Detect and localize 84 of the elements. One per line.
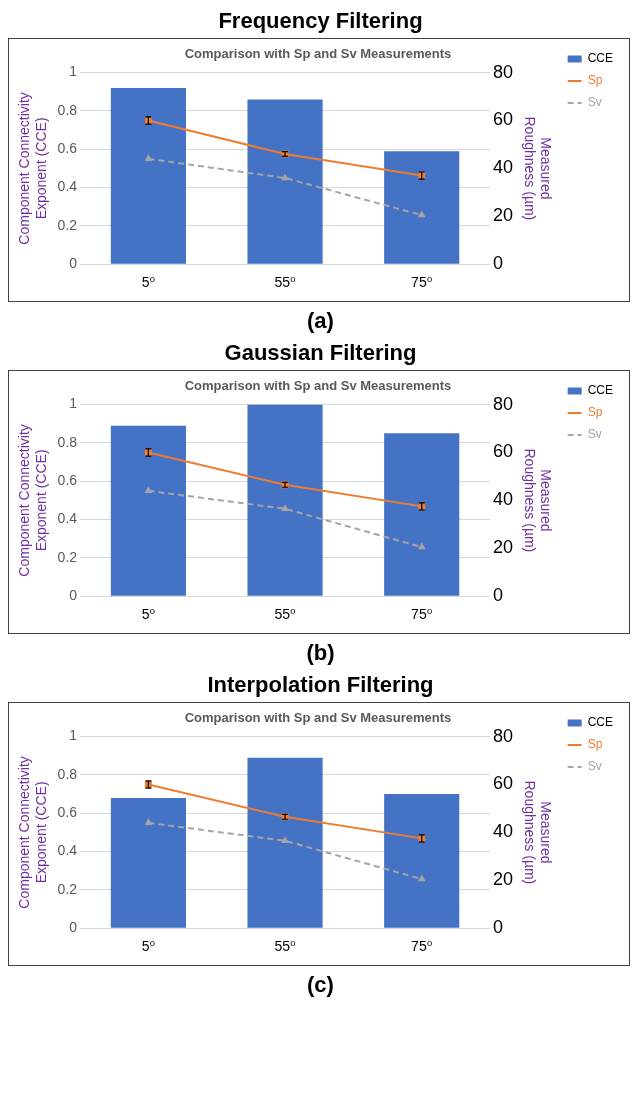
y2-axis-title: Measured Roughness (µm)	[521, 780, 555, 885]
x-tick-label: 5⁰	[141, 938, 156, 955]
text: (b)	[305, 640, 336, 666]
point	[145, 155, 152, 162]
text: (c)	[306, 972, 335, 998]
y-tick-label: 0.8	[57, 433, 78, 450]
y2-tick-label: 80	[493, 393, 514, 414]
chart-title: Interpolation Filtering	[206, 672, 435, 698]
x-tick-label: 55⁰	[274, 274, 297, 291]
y-tick-label: 0.6	[57, 472, 78, 489]
y2-tick-label: 60	[493, 773, 514, 794]
x-tick-label: 55⁰	[274, 606, 297, 623]
bar	[247, 99, 323, 264]
point	[281, 837, 289, 844]
y-tick-label: 1	[69, 395, 78, 412]
legend-label: CCE	[587, 51, 614, 66]
y2-tick-label: 0	[493, 585, 504, 606]
point	[418, 875, 425, 882]
y2-tick-label: 40	[493, 821, 514, 842]
y2-axis-title: Measured Roughness (µm)	[521, 116, 555, 221]
y2-tick-label: 60	[493, 109, 514, 130]
y2-tick-label: 20	[493, 205, 514, 226]
y-tick-label: 0.2	[57, 216, 78, 233]
y-tick-label: 0.2	[57, 880, 78, 897]
x-tick-label: 5⁰	[141, 606, 156, 623]
y-axis-title: Component Connectivity Exponent (CCE)	[16, 92, 50, 245]
chart-title: Gaussian Filtering	[223, 340, 418, 366]
bar	[110, 425, 186, 596]
y2-tick-label: 0	[493, 917, 504, 938]
point	[418, 211, 425, 218]
bar	[384, 433, 460, 596]
legend-label: Sv	[587, 427, 602, 442]
y-tick-label: 1	[69, 727, 78, 744]
y2-tick-label: 20	[493, 869, 514, 890]
legend-label: Sv	[587, 759, 602, 774]
y-tick-label: 0.4	[57, 842, 78, 859]
bar	[384, 151, 460, 264]
point	[281, 505, 289, 512]
text: (a)	[306, 308, 335, 334]
legend-label: Sp	[587, 737, 603, 752]
y2-tick-label: 60	[493, 441, 514, 462]
y-tick-label: 0.2	[57, 548, 78, 565]
y-tick-label: 0	[69, 919, 78, 936]
y-tick-label: 0.6	[57, 140, 78, 157]
y-tick-label: 0	[69, 255, 78, 272]
point	[145, 487, 152, 494]
y2-tick-label: 40	[493, 157, 514, 178]
y2-tick-label: 0	[493, 253, 504, 274]
y-tick-label: 0.6	[57, 804, 78, 821]
chart-subtitle: Comparison with Sp and Sv Measurements	[184, 46, 452, 62]
y2-tick-label: 80	[493, 61, 514, 82]
point	[281, 174, 289, 181]
point	[145, 819, 152, 826]
point	[418, 543, 425, 550]
y2-tick-label: 40	[493, 489, 514, 510]
bar	[110, 797, 186, 928]
bar	[247, 757, 323, 928]
chart-subtitle: Comparison with Sp and Sv Measurements	[184, 378, 452, 394]
x-tick-label: 75⁰	[411, 606, 433, 623]
y-axis-title: Component Connectivity Exponent (CCE)	[16, 424, 50, 577]
legend-label: Sp	[587, 73, 603, 88]
bar	[384, 794, 460, 928]
legend-label: Sp	[587, 405, 603, 420]
y-tick-label: 0.4	[57, 178, 78, 195]
y2-tick-label: 20	[493, 537, 514, 558]
chart-title: Frequency Filtering	[217, 8, 424, 34]
x-tick-label: 5⁰	[141, 274, 156, 291]
chart-subtitle: Comparison with Sp and Sv Measurements	[184, 710, 452, 726]
y-tick-label: 0.4	[57, 510, 78, 527]
bar	[110, 87, 186, 264]
y-tick-label: 0	[69, 587, 78, 604]
y-tick-label: 0.8	[57, 101, 78, 118]
y-tick-label: 0.8	[57, 765, 78, 782]
x-tick-label: 75⁰	[411, 938, 433, 955]
bar	[247, 404, 323, 596]
y2-axis-title: Measured Roughness (µm)	[521, 448, 555, 553]
y2-tick-label: 80	[493, 725, 514, 746]
x-tick-label: 75⁰	[411, 274, 433, 291]
legend-label: Sv	[587, 95, 602, 110]
y-axis-title: Component Connectivity Exponent (CCE)	[16, 756, 50, 909]
legend-label: CCE	[587, 715, 614, 730]
x-tick-label: 55⁰	[274, 938, 297, 955]
y-tick-label: 1	[69, 63, 78, 80]
legend-label: CCE	[587, 383, 614, 398]
